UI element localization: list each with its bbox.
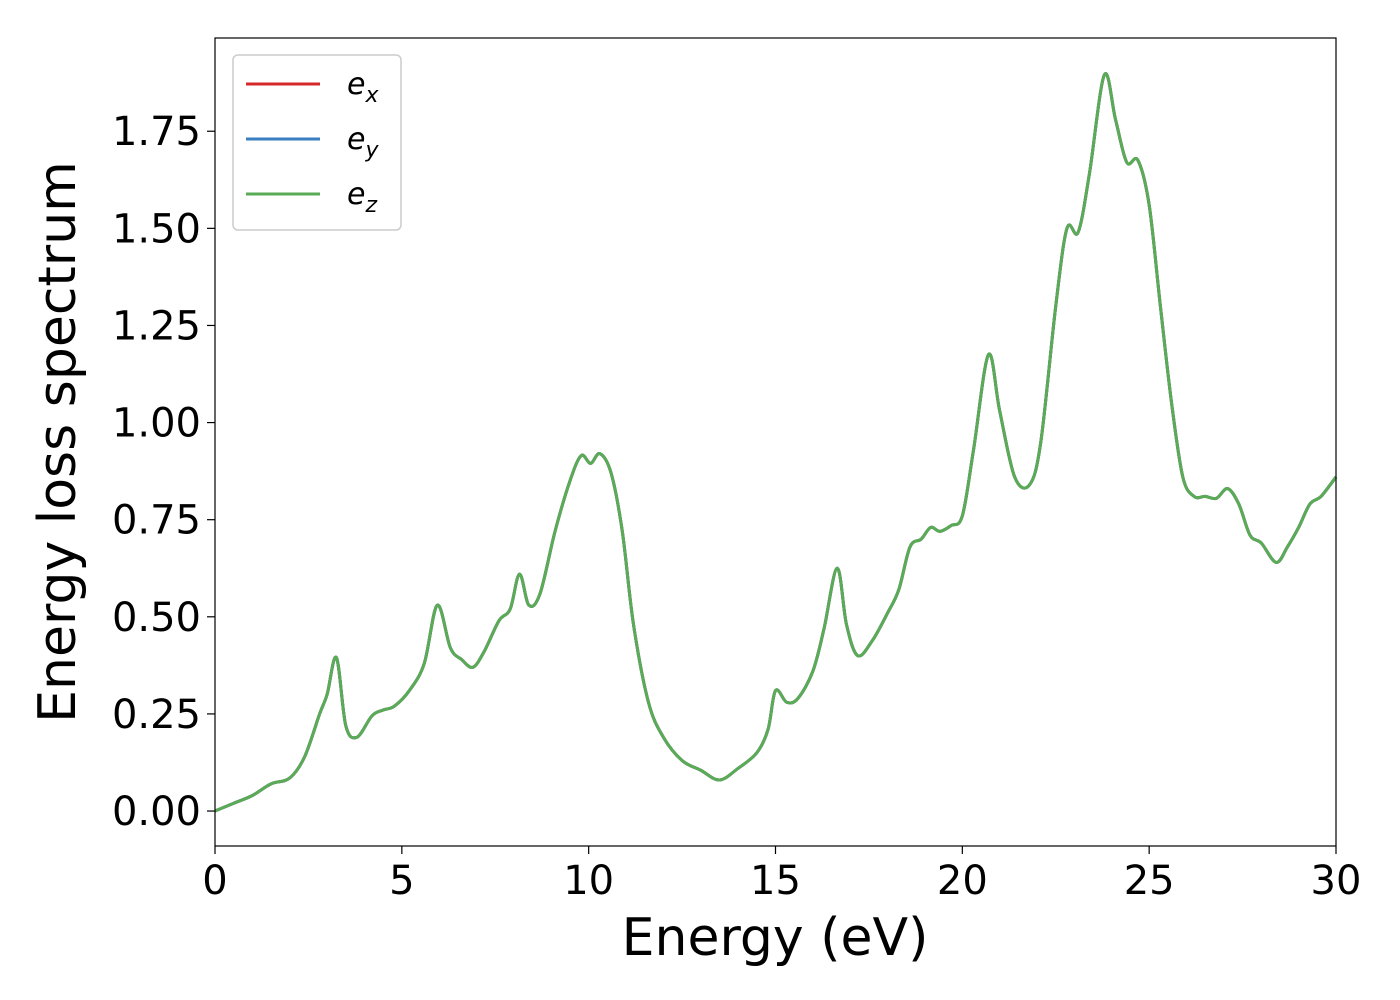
x-tick-label: 30 bbox=[1311, 858, 1362, 904]
x-tick-label: 5 bbox=[389, 858, 414, 904]
y-tick-label: 1.00 bbox=[112, 401, 201, 447]
y-tick-label: 0.75 bbox=[112, 498, 201, 544]
series-line-e-z bbox=[214, 72, 1338, 813]
x-tick-label: 15 bbox=[750, 858, 801, 904]
x-axis-ticks: 0 5 10 15 20 25 30 bbox=[202, 846, 1361, 904]
y-tick-label: 0.00 bbox=[112, 789, 201, 835]
x-tick-label: 0 bbox=[202, 858, 227, 904]
legend: ex ey ez bbox=[232, 54, 402, 231]
x-tick-label: 20 bbox=[937, 858, 988, 904]
legend-box bbox=[232, 54, 402, 231]
x-axis-label: Energy (eV) bbox=[622, 908, 929, 968]
legend-label-z: ez bbox=[347, 177, 377, 218]
y-tick-label: 1.75 bbox=[112, 109, 201, 155]
x-tick-label: 25 bbox=[1124, 858, 1175, 904]
plot-area bbox=[215, 38, 1336, 846]
legend-label-y: ey bbox=[347, 122, 379, 163]
legend-label-x: ex bbox=[347, 67, 379, 108]
y-axis-label: Energy loss spectrum bbox=[28, 161, 88, 723]
y-tick-label: 1.50 bbox=[112, 206, 201, 252]
y-tick-label: 1.25 bbox=[112, 303, 201, 349]
y-tick-label: 0.25 bbox=[112, 692, 201, 738]
y-tick-label: 0.50 bbox=[112, 595, 201, 641]
x-tick-label: 10 bbox=[563, 858, 614, 904]
series-layer bbox=[214, 72, 1338, 813]
y-axis-ticks: 0.00 0.25 0.50 0.75 1.00 1.25 1.50 1.75 bbox=[112, 109, 215, 835]
